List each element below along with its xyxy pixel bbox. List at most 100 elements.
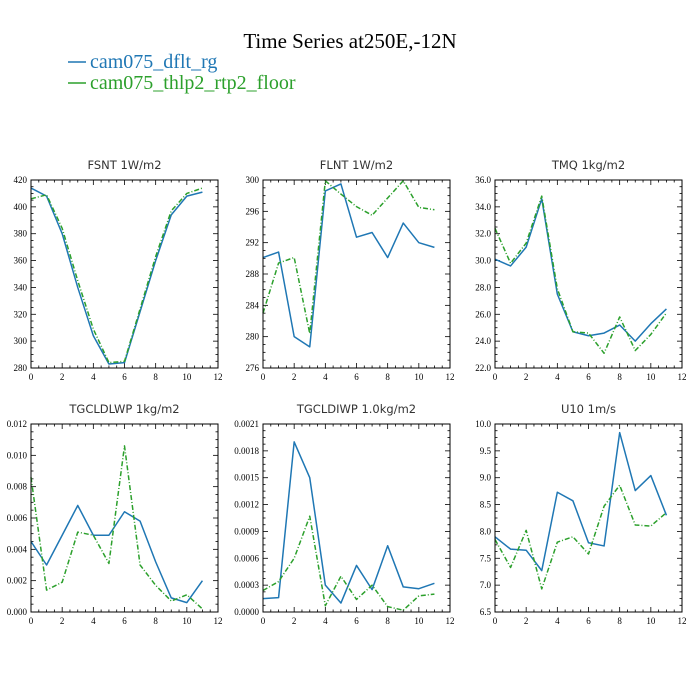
y-tick-label: 0.006 [7,513,28,523]
y-tick-label: 380 [14,229,28,239]
x-tick-label: 12 [214,372,223,382]
y-tick-label: 288 [246,269,260,279]
y-tick-label: 7.0 [480,580,492,590]
y-tick-label: 300 [246,175,260,185]
y-tick-label: 300 [14,336,28,346]
x-tick-label: 6 [354,372,359,382]
x-tick-label: 6 [586,616,591,626]
x-tick-label: 4 [91,372,96,382]
series-line-0 [494,431,668,572]
panel-title: TGCLDLWP 1kg/m2 [68,402,179,416]
plot-frame [494,423,683,613]
y-tick-label: 0.004 [7,544,28,554]
x-tick-label: 10 [182,616,192,626]
y-tick-label: 340 [14,282,28,292]
x-tick-label: 8 [617,372,622,382]
x-tick-label: 4 [323,372,328,382]
y-tick-label: 7.5 [480,553,492,563]
y-tick-label: 400 [14,202,28,212]
series-line-1 [30,445,203,610]
legend-label-thlp2: cam075_thlp2_rtp2_floor [90,72,296,94]
series-line-1 [262,515,435,611]
x-tick-label: 12 [678,372,687,382]
x-tick-label: 6 [586,372,591,382]
panel-title: TMQ 1kg/m2 [551,158,625,172]
y-tick-label: 9.0 [480,473,492,483]
x-tick-label: 4 [555,616,560,626]
y-tick-label: 24.0 [475,336,491,346]
panel-5: U10 1m/s 0 2 4 6 8 10 12 6.5 7.0 7.5 8.0 8.5 9.0 9.5 10… [475,402,686,626]
panel-title: FSNT 1W/m2 [87,158,161,172]
panel-2: TMQ 1kg/m2 0 2 4 6 8 10 12 22.0 24.0 26.0 28.0 30.0 3… [475,158,686,382]
x-tick-label: 0 [261,616,266,626]
y-tick-label: 296 [246,206,260,216]
x-tick-label: 8 [153,616,158,626]
y-tick-label: 0.012 [7,419,27,429]
y-tick-label: 30.0 [475,256,491,266]
plot-frame [30,179,219,369]
plot-frame [262,423,451,613]
y-tick-label: 34.0 [475,202,491,212]
y-tick-label: 0.0006 [234,553,259,563]
x-tick-label: 4 [91,616,96,626]
series-line-0 [262,183,435,348]
y-tick-label: 320 [14,309,28,319]
panel-title: U10 1m/s [561,402,616,416]
y-tick-label: 28.0 [475,282,491,292]
x-tick-label: 10 [646,616,656,626]
panel-4: TGCLDIWP 1.0kg/m2 0 2 4 6 8 10 12 0.0000 0.0003 0.… [234,402,454,626]
x-tick-label: 6 [354,616,359,626]
x-tick-label: 10 [646,372,656,382]
y-tick-label: 6.5 [480,607,492,617]
x-tick-label: 12 [678,616,687,626]
series-line-1 [494,195,668,354]
series-line-0 [262,441,435,604]
series-line-0 [494,198,667,342]
y-tick-label: 9.5 [480,446,492,456]
y-tick-label: 292 [246,238,260,248]
x-tick-label: 2 [524,616,529,626]
y-tick-label: 0.008 [7,482,28,492]
panel-title: FLNT 1W/m2 [320,158,393,172]
y-tick-label: 8.0 [480,526,492,536]
plot-frame [494,179,683,369]
x-tick-label: 6 [122,616,127,626]
x-tick-label: 2 [292,616,297,626]
x-tick-label: 12 [446,616,455,626]
y-tick-label: 0.0012 [234,500,259,510]
y-tick-label: 26.0 [475,309,491,319]
y-tick-label: 32.0 [475,229,491,239]
y-tick-label: 0.010 [7,450,28,460]
y-tick-label: 280 [246,332,260,342]
x-tick-label: 10 [414,616,424,626]
panels: FSNT 1W/m20 2 4 6 8 10 12280300320340360380400… [7,158,687,626]
y-tick-label: 0.0003 [234,580,259,590]
x-tick-label: 10 [182,372,192,382]
x-tick-label: 0 [261,372,266,382]
series-line-1 [494,484,667,590]
y-tick-label: 420 [14,175,28,185]
y-tick-label: 284 [246,300,260,310]
x-tick-label: 4 [555,372,560,382]
x-tick-label: 6 [122,372,127,382]
x-tick-label: 2 [292,372,297,382]
y-tick-label: 0.0018 [234,446,259,456]
plot-frame [262,179,451,369]
y-tick-label: 0.0000 [234,607,259,617]
y-tick-label: 360 [14,256,28,266]
y-tick-label: 0.000 [7,607,28,617]
y-tick-label: 8.5 [480,500,492,510]
panel-title: TGCLDIWP 1.0kg/m2 [296,402,416,416]
figure-title: Time Series at250E,-12N [243,29,456,53]
x-tick-label: 12 [446,372,455,382]
series-line-0 [30,504,204,604]
x-tick-label: 2 [524,372,529,382]
panel-3: TGCLDLWP 1kg/m2 0 2 4 6 8 10 12 0.000 0.002 0.004 0… [7,402,223,626]
x-tick-label: 8 [617,616,622,626]
legend-label-dflt: cam075_dflt_rg [90,51,217,73]
y-tick-label: 22.0 [475,363,491,373]
x-tick-label: 8 [385,372,390,382]
x-tick-label: 0 [493,616,498,626]
y-tick-label: 36.0 [475,175,491,185]
